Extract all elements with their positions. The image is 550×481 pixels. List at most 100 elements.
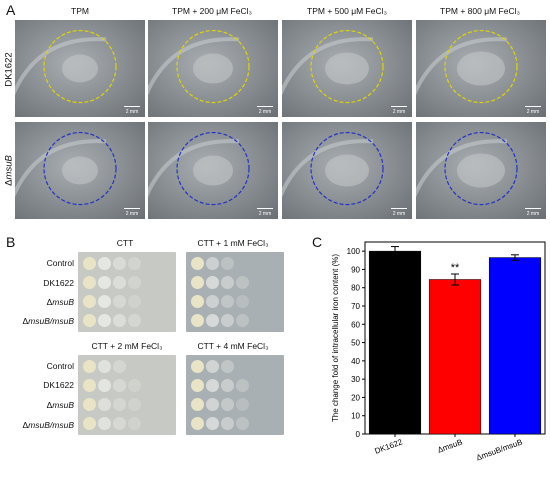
colony-spot [83,398,96,411]
colony-image-tile: 2 mm [148,122,278,219]
colony-spot [221,398,234,411]
colony-spot [221,379,234,392]
colony-spot [98,360,111,373]
colony-spot [221,360,234,373]
colony-spot [191,314,204,327]
colony-spot [113,398,126,411]
plate-title-4: CTT + 4 mM FeCl₃ [197,341,269,351]
colony-spot [206,257,219,270]
colony-blob [193,53,233,84]
colony-spot [128,417,141,430]
colony-image-tile: 2 mm [15,20,145,117]
plate-title-2: CTT + 1 mM FeCl₃ [197,238,269,248]
scale-label: 2 mm [125,211,139,217]
swarm-boundary-circle [176,131,250,206]
strain-label-top-3: ΔmsuB [0,297,74,307]
colony-spot [221,417,234,430]
panel-b-letter: B [6,234,16,250]
scale-bar [391,208,407,209]
colony-spot [191,276,204,289]
colony-image-tile: 2 mm [148,20,278,117]
colony-spot [83,379,96,392]
colony-spot [128,295,141,308]
agar-plate [78,355,176,435]
scale-bar [257,106,273,107]
colony-spot [236,398,249,411]
swarm-boundary-circle [310,131,384,206]
colony-blob [325,52,369,85]
bar [428,279,482,435]
scale-bar [124,208,140,209]
colony-spot [206,295,219,308]
strain-label-bottom-2: DK1622 [0,380,74,390]
colony-spot [206,360,219,373]
agar-plate [186,355,284,435]
colony-spot [191,417,204,430]
agar-plate [78,252,176,332]
colony-blob [457,153,505,188]
scale-label: 2 mm [258,211,272,217]
colony-spot [98,295,111,308]
row-label-2-text: Δ [3,179,15,186]
scale-label: 2 mm [258,109,272,115]
colony-spot [113,257,126,270]
agar-plate [186,252,284,332]
colony-spot [98,257,111,270]
y-tick-label: 70 [351,302,360,311]
colony-spot [113,417,126,430]
strain-label-bottom-4: ΔmsuB/msuB [0,420,74,430]
colony-blob [62,54,98,83]
y-tick-label: 100 [347,247,361,256]
strain-top-1-text: Control [46,258,74,268]
scale-bar [124,106,140,107]
colony-spot [128,276,141,289]
colony-spot [113,314,126,327]
colony-spot [236,295,249,308]
strain-bottom-4-italic: msuB/msuB [28,420,74,430]
swarm-boundary-circle [444,29,518,104]
scale-bar [525,208,541,209]
swarm-boundary-circle [43,131,117,206]
colony-image-tile: 2 mm [15,122,145,219]
strain-top-4-italic: msuB/msuB [28,316,74,326]
colony-spot [221,276,234,289]
x-tick-label: ΔmsuB/msuB [475,437,524,462]
colony-spot [98,314,111,327]
swarm-boundary-circle [310,29,384,104]
scale-bar [391,106,407,107]
panel-a-row-label-1: DK1622 [4,35,15,105]
y-tick-label: 30 [351,375,360,384]
bar [488,257,542,435]
plate-title-1: CTT [116,238,134,248]
y-tick-label: 90 [351,265,360,274]
strain-bottom-3-text: Δ [46,400,53,410]
colony-spot [128,398,141,411]
colony-spot [191,360,204,373]
colony-blob [457,51,505,86]
y-tick-label: 60 [351,320,360,329]
significance-marker: ** [451,262,460,274]
swarm-boundary-circle [176,29,250,104]
colony-spot [83,276,96,289]
colony-spot [83,417,96,430]
swarm-boundary-circle [444,131,518,206]
colony-spot [113,360,126,373]
strain-top-4-text: Δ [22,316,29,326]
y-tick-label: 0 [356,430,361,439]
colony-spot [113,276,126,289]
strain-top-3-italic: msuB [52,297,74,307]
colony-spot [206,314,219,327]
strain-label-bottom-1: Control [0,361,74,371]
swarm-boundary-circle [43,29,117,104]
panel-a-col-title-2: TPM + 200 μM FeCl₃ [172,6,252,16]
colony-spot [98,276,111,289]
bar [368,250,422,435]
colony-spot [113,295,126,308]
colony-spot [191,295,204,308]
colony-spot [98,379,111,392]
scale-label: 2 mm [526,109,540,115]
colony-spot [83,314,96,327]
colony-blob [325,154,369,187]
strain-top-3-text: Δ [46,297,53,307]
colony-spot [236,314,249,327]
